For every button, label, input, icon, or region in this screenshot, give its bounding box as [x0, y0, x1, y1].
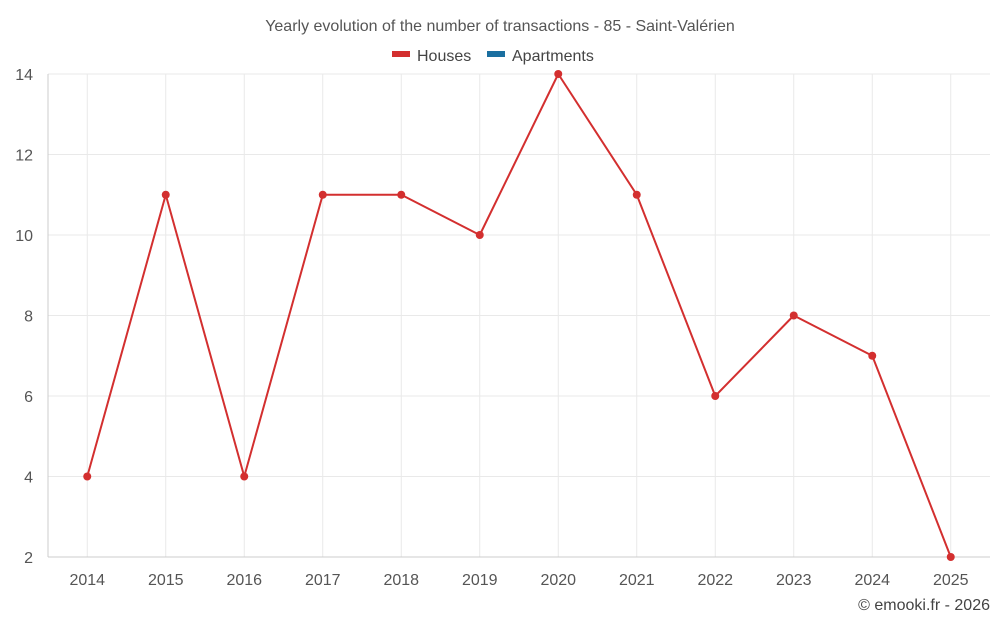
- legend-label-apartments: Apartments: [512, 48, 594, 65]
- axes: [47, 74, 990, 558]
- credit-text: © emooki.fr - 2026: [858, 597, 990, 614]
- x-tick-label: 2019: [462, 572, 498, 589]
- series: [83, 70, 955, 561]
- legend-item-houses[interactable]: Houses: [392, 48, 471, 65]
- data-point-houses-2023[interactable]: [789, 311, 798, 320]
- data-point-houses-2018[interactable]: [397, 190, 406, 199]
- legend-swatch-apartments: [487, 51, 505, 57]
- data-point-houses-2022[interactable]: [711, 392, 720, 400]
- x-tick-label: 2018: [383, 572, 419, 589]
- data-point-houses-2014[interactable]: [83, 472, 92, 481]
- x-tick-label: 2021: [619, 572, 655, 589]
- grid: [48, 73, 990, 557]
- data-point-houses-2015[interactable]: [161, 190, 170, 199]
- chart-title: Yearly evolution of the number of transa…: [265, 18, 735, 35]
- legend-item-apartments[interactable]: Apartments: [487, 48, 594, 65]
- legend-label-houses: Houses: [417, 48, 471, 65]
- y-tick-label: 14: [15, 67, 33, 84]
- x-axis-ticks: 2014 2015 2016 2017 2018 2019 2020 2021 2022 2023…: [69, 572, 968, 589]
- y-tick-label: 12: [15, 148, 33, 165]
- legend-swatch-houses: [392, 51, 410, 57]
- data-point-houses-2019[interactable]: [475, 231, 484, 239]
- data-point-houses-2016[interactable]: [240, 472, 249, 481]
- x-tick-label: 2016: [226, 572, 262, 589]
- y-tick-label: 10: [15, 228, 33, 245]
- x-tick-label: 2025: [933, 572, 969, 589]
- series-line-houses: [86, 73, 952, 558]
- x-tick-label: 2015: [148, 572, 184, 589]
- data-point-houses-2021[interactable]: [632, 190, 641, 199]
- x-tick-label: 2017: [305, 572, 341, 589]
- x-tick-label: 2023: [776, 572, 812, 589]
- y-tick-label: 8: [24, 309, 33, 326]
- data-point-houses-2017[interactable]: [318, 190, 327, 199]
- y-tick-label: 6: [24, 389, 33, 406]
- y-axis-ticks: 2 4 6 8 10 12 14: [15, 67, 33, 567]
- data-point-houses-2024[interactable]: [868, 351, 877, 360]
- x-tick-label: 2014: [69, 572, 105, 589]
- x-tick-label: 2020: [540, 572, 576, 589]
- y-tick-label: 2: [24, 550, 33, 567]
- y-tick-label: 4: [24, 470, 33, 487]
- legend: Houses Apartments: [392, 48, 594, 65]
- x-tick-label: 2024: [854, 572, 890, 589]
- data-point-houses-2025[interactable]: [946, 553, 955, 561]
- data-point-houses-2020[interactable]: [554, 70, 563, 78]
- x-tick-label: 2022: [697, 572, 733, 589]
